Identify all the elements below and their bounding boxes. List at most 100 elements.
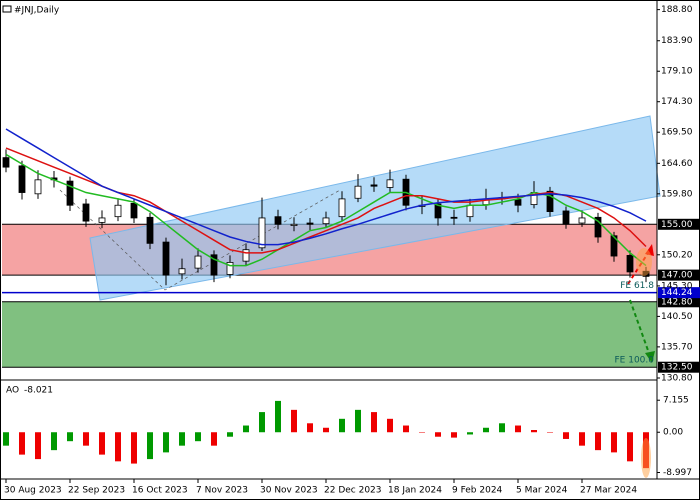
candle-body — [578, 217, 586, 224]
ao-bar — [563, 432, 569, 439]
level-label: 132.50 — [661, 363, 693, 373]
level-annotation: FE 100.0 — [615, 356, 655, 366]
candle-body — [162, 241, 170, 276]
symbol-icon — [2, 5, 12, 13]
x-tick-label: 18 Jan 2024 — [388, 486, 442, 496]
indicator-name: AO — [6, 386, 19, 396]
candle-body — [98, 217, 106, 223]
y-tick-label: 135.70 — [661, 342, 693, 352]
candle-body — [562, 210, 570, 225]
ao-bar — [195, 432, 201, 442]
ao-bar — [547, 432, 553, 433]
candle-body — [210, 254, 218, 276]
candle-body — [322, 217, 330, 225]
ao-bar — [19, 432, 25, 455]
ao-bar — [179, 432, 185, 446]
y-tick-label: 0.00 — [663, 428, 683, 438]
level-annotation: FE 61.8 — [620, 281, 654, 291]
y-tick-label: 150.20 — [661, 250, 693, 260]
y-tick-label: 145.30 — [661, 281, 693, 291]
ao-bar — [451, 432, 457, 438]
highlight — [641, 438, 651, 478]
ao-bar — [387, 418, 393, 433]
forecast-arrow — [629, 299, 651, 357]
zone — [2, 301, 657, 368]
x-tick-label: 16 Oct 2023 — [132, 486, 188, 496]
candle-body — [226, 262, 234, 275]
x-tick-label: 22 Sep 2023 — [68, 486, 125, 496]
highlight — [636, 248, 652, 276]
ao-bar — [99, 432, 105, 455]
candle-body — [114, 204, 122, 218]
ao-bar — [115, 432, 121, 462]
candle-body — [354, 185, 362, 199]
candle-body — [626, 255, 634, 273]
level-label: 144.24 — [661, 288, 693, 298]
y-tick-label: -8.997 — [663, 468, 692, 478]
level-label-box — [658, 287, 700, 299]
x-tick-label: 30 Nov 2023 — [260, 486, 318, 496]
level-label: 142.80 — [661, 297, 693, 307]
candle-body — [274, 216, 282, 225]
y-tick-label: 169.50 — [661, 128, 693, 138]
level-label-box — [658, 296, 700, 308]
candle-body — [370, 184, 378, 187]
ao-bar — [227, 432, 233, 437]
ao-bar — [83, 432, 89, 446]
price-pane — [2, 115, 661, 368]
level-label-box — [658, 218, 700, 230]
candle-body — [82, 203, 90, 222]
indicator-value: -8.021 — [24, 386, 53, 396]
candle-body — [610, 235, 618, 257]
ao-bar — [595, 432, 601, 451]
y-tick-label: 159.80 — [661, 189, 693, 199]
arrow-head — [645, 351, 655, 363]
ao-bar — [515, 425, 521, 433]
x-tick-label: 7 Nov 2023 — [196, 486, 248, 496]
ao-bar — [243, 425, 249, 433]
level-label: 147.00 — [661, 271, 693, 281]
candle-body — [34, 179, 42, 195]
candle-body — [386, 179, 394, 188]
candle-body — [130, 202, 138, 219]
y-tick-label: 7.155 — [663, 396, 689, 406]
candle-body — [242, 249, 250, 262]
candle-body — [514, 199, 522, 206]
level-label: 155.00 — [661, 220, 693, 230]
ao-bar — [275, 400, 281, 433]
ao-bar — [579, 432, 585, 446]
ao-bar — [467, 432, 473, 435]
ao-bar — [259, 412, 265, 433]
level-label-box — [658, 269, 700, 281]
ao-bar — [67, 432, 73, 442]
y-tick-label: 174.30 — [661, 97, 693, 107]
candle-body — [146, 216, 154, 244]
x-tick-label: 27 Mar 2024 — [580, 486, 637, 496]
candle-body — [194, 255, 202, 269]
ao-bar — [147, 432, 153, 460]
ao-bar — [131, 432, 137, 464]
ao-bar — [531, 430, 537, 433]
ao-bar — [35, 432, 41, 460]
x-tick-label: 9 Feb 2024 — [452, 486, 503, 496]
x-tick-label: 30 Aug 2023 — [4, 486, 62, 496]
ao-bar — [323, 427, 329, 433]
ao-bar — [211, 432, 217, 446]
ao-bar — [435, 432, 441, 437]
ao-bar — [3, 432, 9, 446]
candle-body — [18, 165, 26, 193]
x-tick-label: 22 Dec 2023 — [324, 486, 382, 496]
ao-bar — [483, 427, 489, 433]
chart-title: #JNJ,Daily — [14, 6, 60, 16]
candle-body — [466, 204, 474, 218]
y-tick-label: 188.80 — [661, 5, 693, 15]
y-tick-label: 140.50 — [661, 312, 693, 322]
ao-bar — [291, 409, 297, 433]
candle-body — [290, 223, 298, 226]
ao-bar — [339, 418, 345, 433]
ao-bar — [355, 409, 361, 433]
candle-body — [66, 180, 74, 206]
candle-body — [258, 217, 266, 249]
candle-body — [450, 216, 458, 219]
